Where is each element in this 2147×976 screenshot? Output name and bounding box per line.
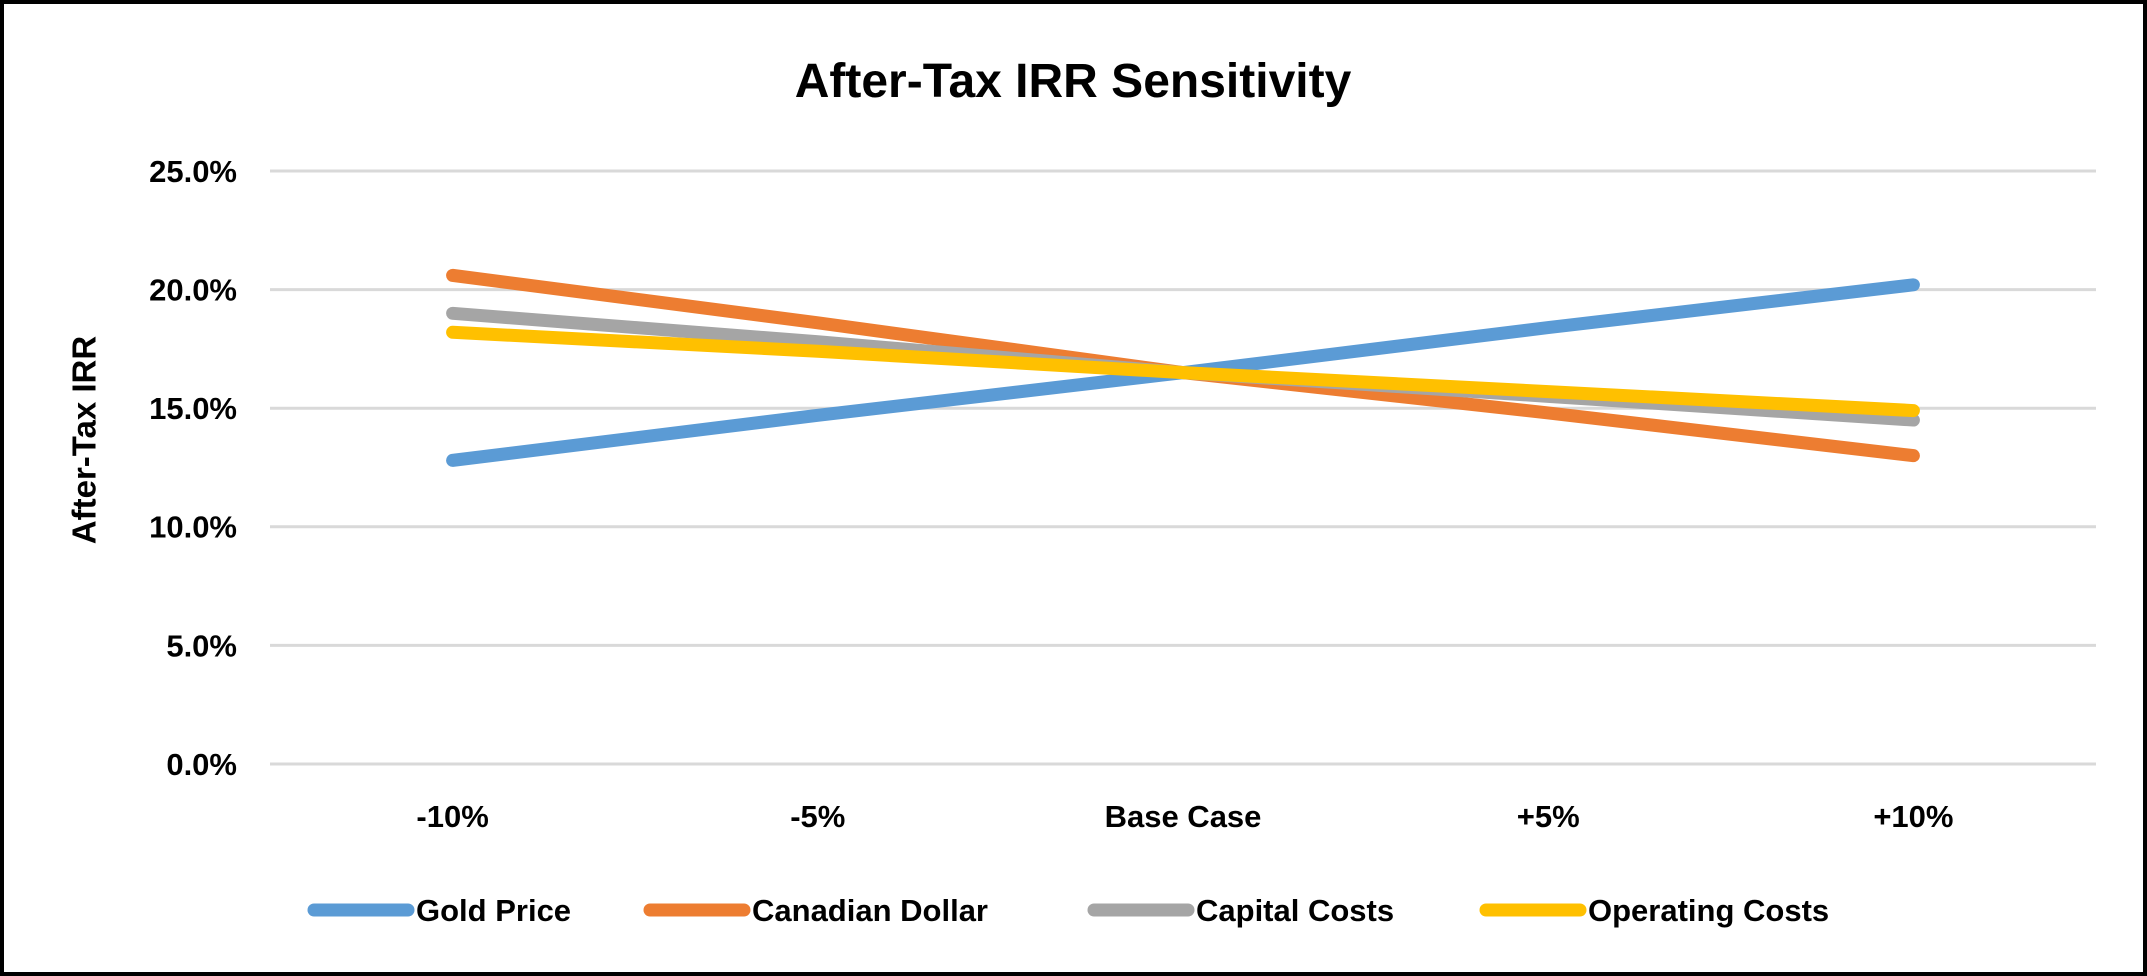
y-tick-label-20.0%: 20.0% <box>149 272 237 307</box>
y-tick-label-10.0%: 10.0% <box>149 510 237 545</box>
x-tick-label-+10%: +10% <box>1873 799 1953 834</box>
legend-item-canadian-dollar: Canadian Dollar <box>643 893 988 928</box>
y-tick-label-25.0%: 25.0% <box>149 154 237 189</box>
gridlines-layer <box>270 169 2096 766</box>
legend: Gold Price Canadian Dollar Capital Costs Op… <box>307 893 1829 928</box>
y-tick-label-0.0%: 0.0% <box>166 747 237 782</box>
series-layer <box>446 268 1920 467</box>
legend-label-capital-costs: Capital Costs <box>1196 893 1394 928</box>
y-axis-title: After-Tax IRR <box>66 336 103 545</box>
legend-item-capital-costs: Capital Costs <box>1087 893 1394 928</box>
legend-label-gold-price: Gold Price <box>416 893 571 928</box>
legend-label-operating-costs: Operating Costs <box>1588 893 1829 928</box>
x-axis-tick-labels: -10% -5% Base Case +5% +10% <box>416 799 1953 834</box>
chart-title: After-Tax IRR Sensitivity <box>795 55 1352 108</box>
y-axis-tick-labels: 0.0% 5.0% 10.0% 15.0% 20.0% 25.0% <box>149 154 237 782</box>
series-line-operating-costs <box>446 325 1920 418</box>
legend-item-gold-price: Gold Price <box>307 893 571 928</box>
legend-item-operating-costs: Operating Costs <box>1479 893 1829 928</box>
y-tick-label-15.0%: 15.0% <box>149 391 237 426</box>
legend-label-canadian-dollar: Canadian Dollar <box>752 893 988 928</box>
x-tick-label--5%: -5% <box>790 799 845 834</box>
x-tick-label--10%: -10% <box>416 799 488 834</box>
sensitivity-line-chart: 0.0% 5.0% 10.0% 15.0% 20.0% 25.0% -10% -5% Base… <box>66 55 2096 928</box>
x-tick-label-base-case: Base Case <box>1105 799 1262 834</box>
x-tick-label-+5%: +5% <box>1517 799 1580 834</box>
y-tick-label-5.0%: 5.0% <box>166 628 237 663</box>
